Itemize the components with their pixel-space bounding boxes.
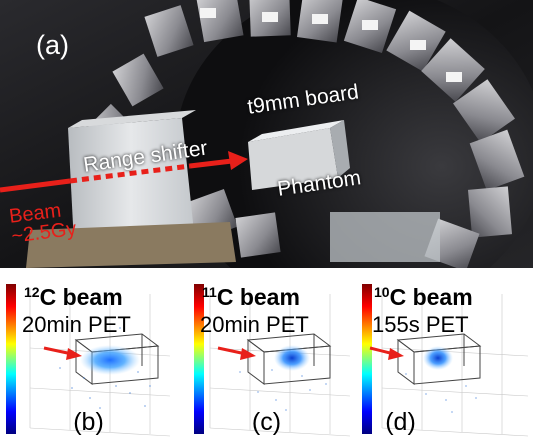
colorbar-c bbox=[194, 284, 204, 434]
phantom-block bbox=[248, 128, 338, 190]
acquisition-c: 20min PET bbox=[200, 312, 309, 337]
scatter-b bbox=[59, 327, 151, 409]
activity-blob-c bbox=[274, 345, 310, 371]
pet-plot-c bbox=[194, 284, 351, 437]
beam-line-dashed bbox=[69, 163, 191, 184]
beam-line-solid-2 bbox=[189, 158, 233, 169]
pet-panel-d: 10C beam 155s PET (d) bbox=[356, 268, 533, 442]
detector-photo bbox=[0, 0, 533, 268]
table bbox=[26, 222, 236, 268]
phantom-box-c bbox=[246, 333, 332, 385]
beam-title-c: 11C beam bbox=[202, 284, 300, 311]
acquisition-b: 20min PET bbox=[22, 312, 131, 337]
activity-blob-b bbox=[80, 345, 140, 375]
scatter-c bbox=[239, 369, 327, 411]
beam-title-d: 10C beam bbox=[374, 284, 473, 311]
range-shifter-block bbox=[68, 118, 194, 244]
phantom-box-b bbox=[74, 333, 160, 385]
panel-b-label: (b) bbox=[73, 408, 104, 436]
pet-panel-c: 11C beam 20min PET (c) bbox=[178, 268, 355, 442]
isotope-mass-d: 10 bbox=[374, 284, 390, 300]
isotope-name-c: C beam bbox=[216, 284, 300, 310]
module-labels bbox=[200, 8, 462, 82]
pet-panel-b: 12C beam 20min PET (b) bbox=[0, 268, 177, 442]
beam-title-b: 12C beam bbox=[24, 284, 123, 311]
photo-panel: (a) t9mm board Range shifter Phantom Bea… bbox=[0, 0, 533, 268]
panel-c-label: (c) bbox=[251, 408, 282, 436]
colorbar-b bbox=[6, 284, 16, 434]
activity-blob-d bbox=[423, 346, 453, 370]
phantom-box-d bbox=[396, 333, 482, 385]
isotope-name-b: C beam bbox=[39, 284, 123, 310]
acquisition-d: 155s PET bbox=[372, 312, 469, 337]
panel-a-label: (a) bbox=[36, 30, 69, 60]
pet-panels: 12C beam 20min PET (b) bbox=[0, 268, 533, 442]
beam-label: Beam ~2.5Gy bbox=[8, 199, 78, 248]
panel-d-label: (d) bbox=[385, 408, 416, 436]
pet-plot-d bbox=[362, 284, 529, 437]
pet-plot-b bbox=[6, 284, 171, 437]
beam-line-solid bbox=[0, 178, 71, 193]
isotope-mass-b: 12 bbox=[24, 284, 40, 300]
colorbar-d bbox=[362, 284, 372, 434]
isotope-name-d: C beam bbox=[389, 284, 473, 310]
beam-arrowhead bbox=[228, 151, 248, 170]
grid-d bbox=[381, 288, 529, 437]
isotope-mass-c: 11 bbox=[202, 284, 217, 300]
support-plate bbox=[330, 212, 440, 262]
scatter-d bbox=[405, 373, 477, 413]
